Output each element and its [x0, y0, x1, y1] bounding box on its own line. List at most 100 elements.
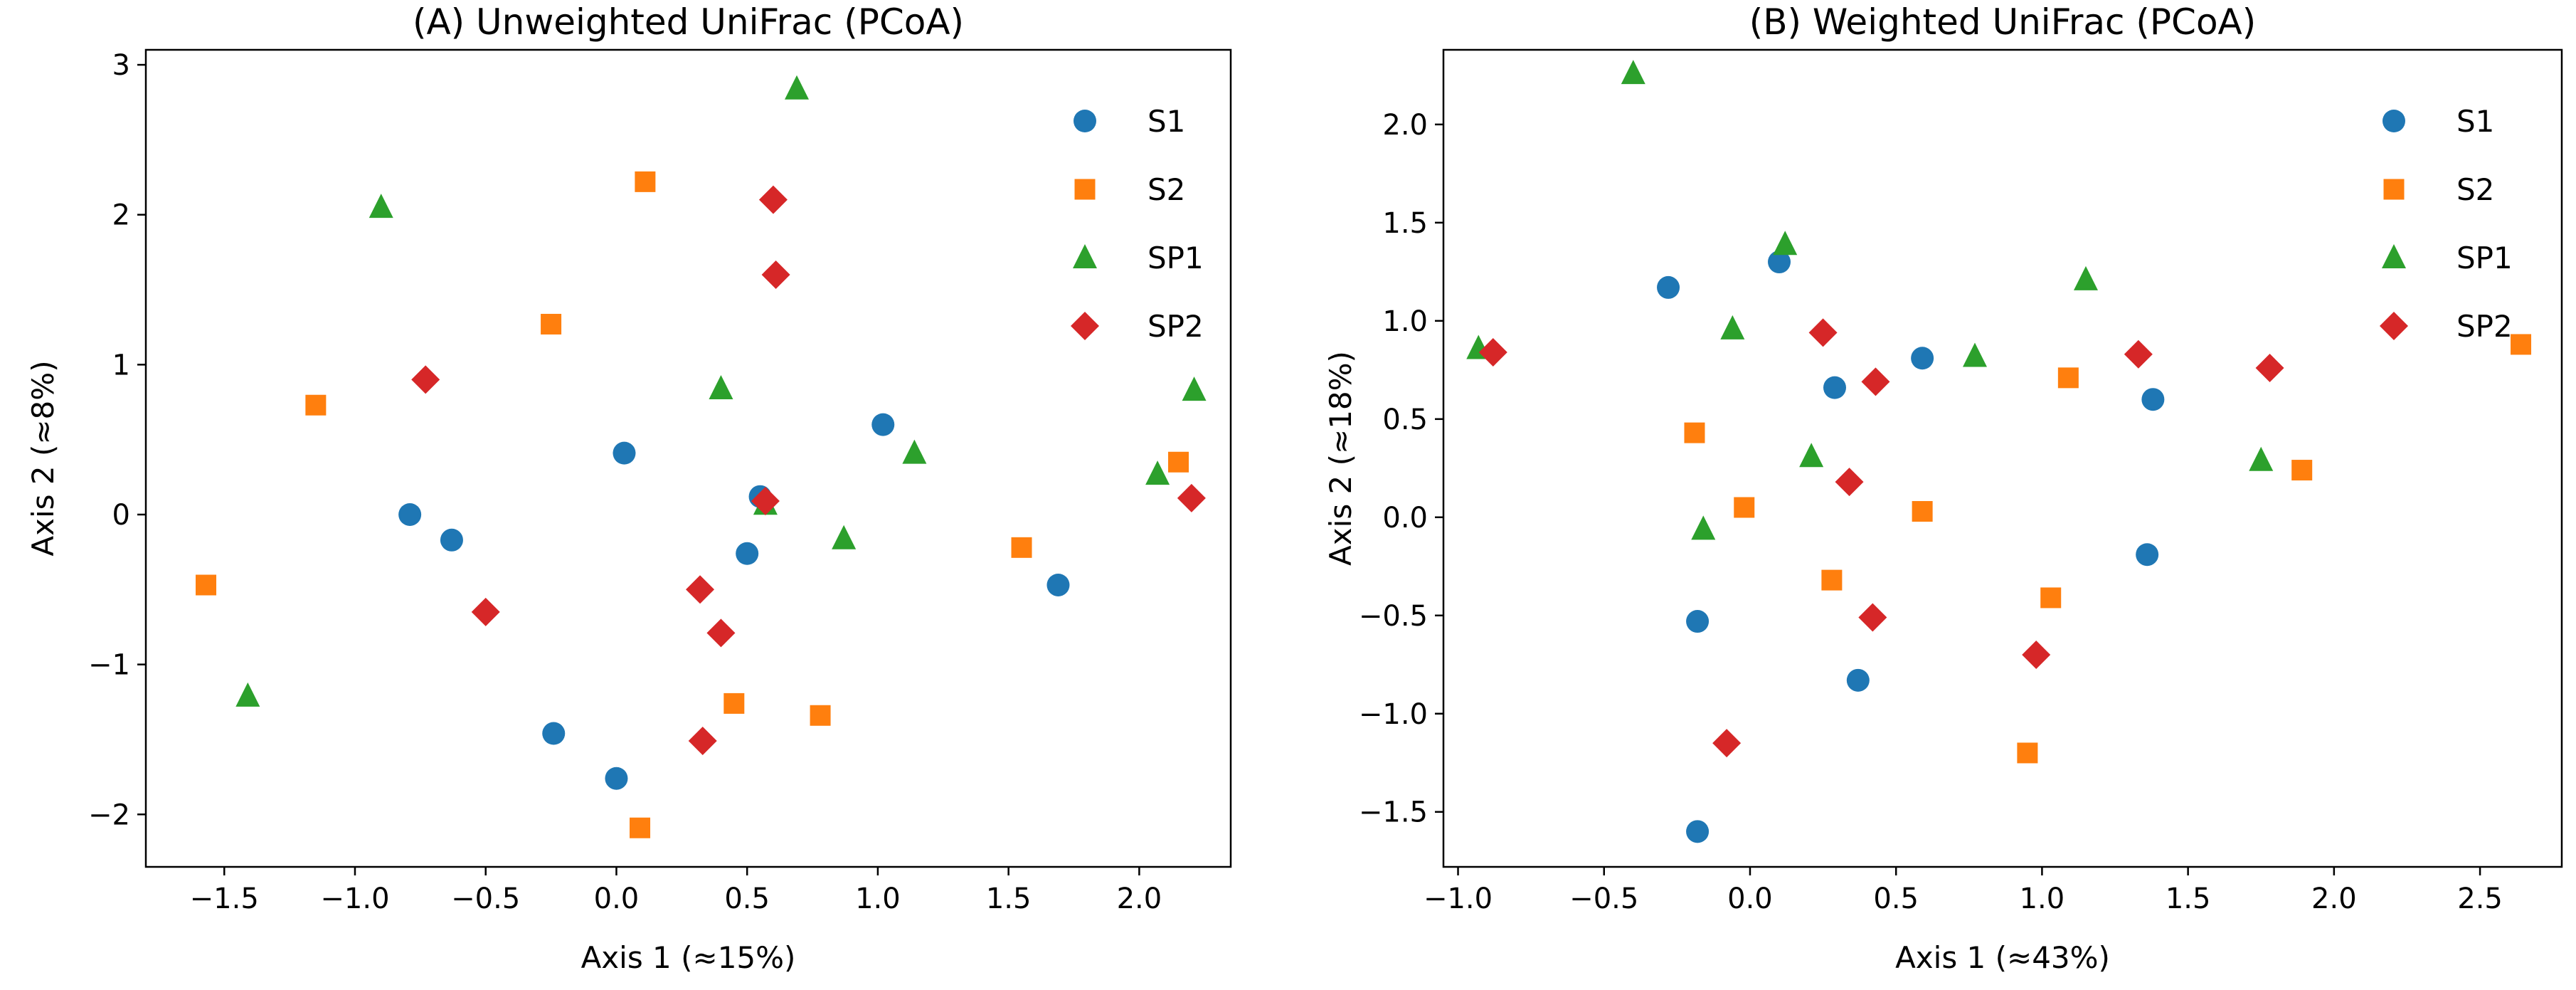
data-point-sp2	[1478, 337, 1507, 367]
data-point-sp2	[1177, 483, 1206, 512]
data-point-s2	[305, 394, 327, 416]
data-point-s1	[440, 528, 463, 552]
data-point-s1	[613, 441, 636, 465]
data-point-sp2	[1835, 468, 1864, 497]
legend-label: S2	[1147, 172, 1185, 207]
data-point-s1	[1846, 668, 1870, 692]
data-point-sp2	[688, 727, 717, 756]
data-point-sp1	[1963, 342, 1988, 367]
data-point-s2	[2291, 460, 2313, 481]
data-point-sp1	[1773, 231, 1798, 256]
data-point-s2	[541, 313, 562, 335]
x-tick-label: −1.0	[320, 883, 389, 915]
y-tick-label: 2	[112, 199, 130, 232]
data-point-sp1	[902, 439, 927, 464]
x-axis-label: Axis 1 (≈15%)	[581, 940, 796, 975]
data-point-sp1	[1720, 315, 1745, 339]
data-point-sp1	[1145, 460, 1170, 485]
x-tick-label: 1.0	[855, 883, 901, 915]
data-point-s2	[1684, 422, 1705, 443]
y-axis-label: Axis 2 (≈18%)	[1323, 351, 1358, 566]
data-point-s1	[1686, 610, 1710, 633]
data-point-s1	[542, 722, 566, 745]
data-point-sp2	[1858, 603, 1887, 632]
data-point-sp2	[1861, 367, 1890, 396]
y-axis-label: Axis 2 (≈8%)	[26, 360, 60, 556]
data-point-sp2	[411, 365, 440, 394]
data-point-sp1	[785, 75, 809, 100]
data-point-s2	[630, 817, 651, 838]
legend-label: SP1	[1147, 241, 1204, 275]
x-tick-label: 2.0	[1117, 883, 1162, 915]
legend-marker-s1	[2382, 110, 2405, 132]
y-tick-label: 0.0	[1382, 502, 1428, 535]
data-point-sp2	[2124, 339, 2153, 369]
data-point-sp1	[709, 375, 733, 400]
data-point-sp2	[706, 618, 736, 648]
data-point-s1	[1046, 573, 1070, 596]
data-point-sp2	[471, 597, 500, 626]
x-tick-label: −1.0	[1424, 883, 1493, 915]
panel-b: (B) Weighted UniFrac (PCoA) Axis 1 (≈43%)…	[1323, 1, 2563, 975]
y-tick-label: 1.5	[1382, 207, 1428, 240]
data-point-sp2	[2255, 354, 2284, 383]
data-point-s1	[398, 502, 422, 526]
legend-marker-sp2	[2380, 312, 2408, 340]
x-tick-label: −0.5	[1569, 883, 1638, 915]
data-point-s2	[1821, 569, 1843, 591]
x-tick-label: 0.0	[1727, 883, 1773, 915]
plot-frame	[144, 48, 1232, 868]
data-point-sp2	[761, 260, 790, 289]
data-point-sp1	[1799, 443, 1824, 468]
data-point-s2	[1734, 497, 1755, 518]
data-point-sp1	[2073, 265, 2098, 290]
y-tick-label: −1	[88, 649, 130, 682]
data-point-s1	[2136, 543, 2159, 567]
data-point-sp1	[1621, 60, 1645, 85]
data-point-s2	[1912, 501, 1933, 522]
x-tick-label: 0.0	[594, 883, 640, 915]
x-tick-label: 2.5	[2457, 883, 2503, 915]
legend-label: S2	[2456, 172, 2494, 207]
data-point-s2	[723, 693, 745, 714]
y-tick-label: 2.0	[1382, 109, 1428, 142]
y-tick-label: 0	[112, 499, 130, 532]
y-tick-label: −1.5	[1359, 796, 1428, 829]
legend-marker-s1	[1074, 110, 1096, 132]
data-point-s1	[605, 767, 628, 790]
x-tick-label: 0.5	[1873, 883, 1919, 915]
panel-a: (A) Unweighted UniFrac (PCoA) Axis 1 (≈15…	[26, 1, 1232, 975]
data-point-sp1	[2249, 446, 2274, 471]
data-point-s2	[635, 171, 656, 192]
x-tick-label: 1.0	[2020, 883, 2065, 915]
legend-marker-sp2	[1071, 312, 1099, 340]
y-tick-label: −2	[88, 799, 130, 831]
x-tick-label: 1.5	[2166, 883, 2211, 915]
legend-marker-sp1	[1073, 244, 1097, 268]
legend-marker-s2	[2383, 179, 2405, 200]
data-point-s1	[1823, 376, 1846, 399]
data-point-s1	[1657, 275, 1680, 299]
data-point-s2	[810, 705, 831, 726]
data-point-s1	[736, 542, 759, 565]
plot-frame	[1442, 48, 2563, 868]
legend-label: SP1	[2456, 241, 2513, 275]
y-tick-label: −0.5	[1359, 600, 1428, 633]
legend-label: SP2	[1147, 309, 1204, 344]
data-point-s2	[196, 574, 217, 596]
data-point-s2	[1011, 537, 1032, 558]
x-tick-label: 1.5	[986, 883, 1032, 915]
data-point-sp1	[1182, 376, 1207, 401]
legend-marker-sp1	[2382, 244, 2406, 268]
y-tick-label: 3	[112, 49, 130, 82]
x-tick-label: −0.5	[451, 883, 520, 915]
data-point-s1	[1768, 251, 1791, 274]
x-tick-label: −1.5	[190, 883, 259, 915]
y-tick-label: −1.0	[1359, 698, 1428, 731]
data-point-s1	[1686, 820, 1710, 843]
data-point-sp1	[1691, 515, 1716, 540]
data-point-sp2	[758, 185, 788, 214]
legend-label: SP2	[2456, 309, 2513, 344]
data-point-s2	[2040, 587, 2062, 609]
